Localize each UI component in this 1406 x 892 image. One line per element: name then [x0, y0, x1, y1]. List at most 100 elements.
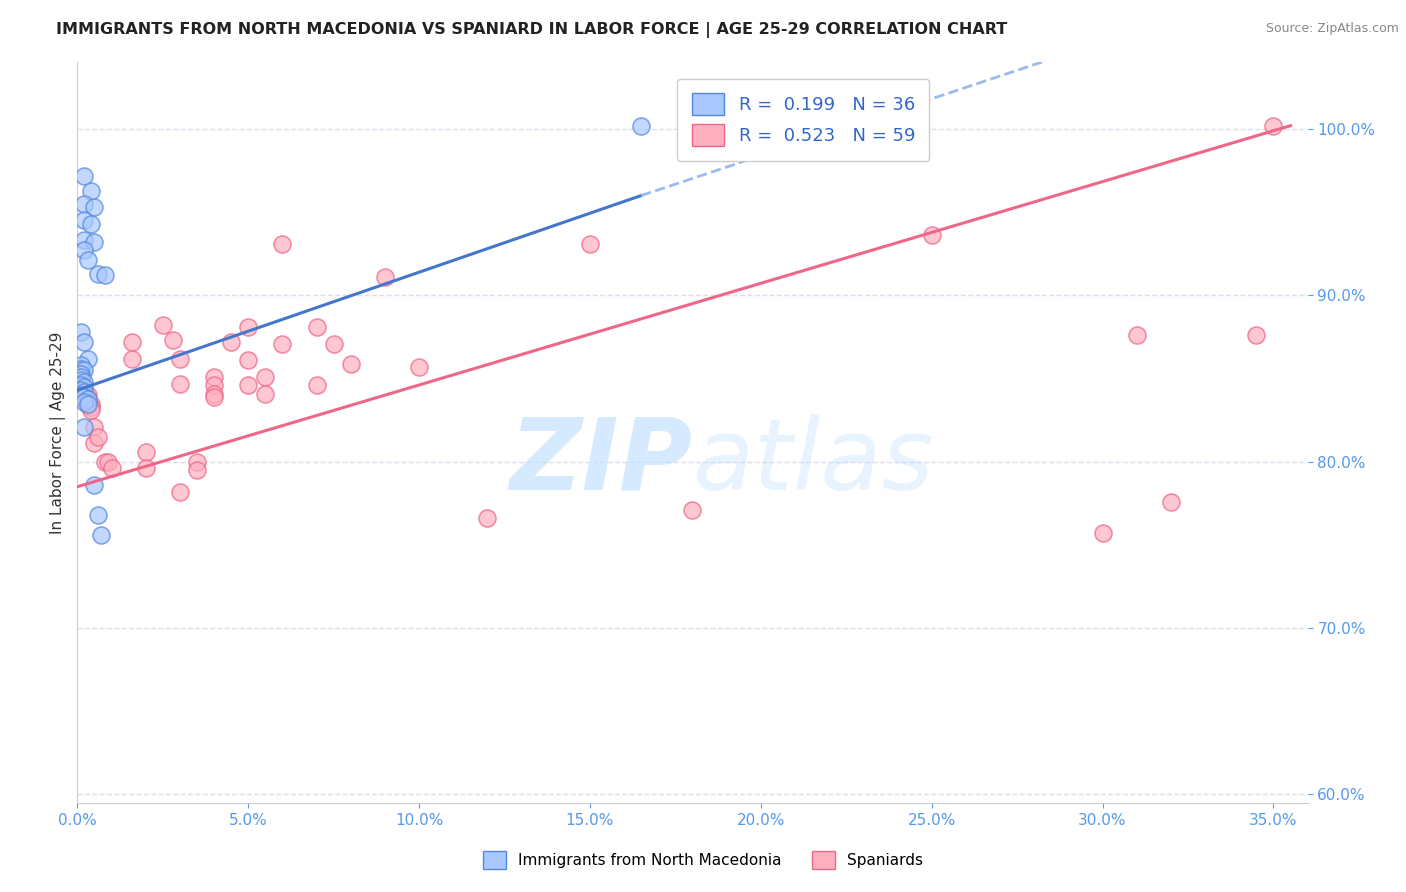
- Point: [186, 463, 208, 477]
- Point: [73, 390, 96, 404]
- Point: [73, 244, 96, 258]
- Point: [169, 376, 191, 391]
- Point: [69, 388, 91, 402]
- Point: [83, 200, 105, 214]
- Point: [73, 169, 96, 183]
- Point: [477, 511, 499, 525]
- Point: [73, 363, 96, 377]
- Point: [73, 213, 96, 227]
- Point: [76, 398, 98, 412]
- Point: [97, 455, 120, 469]
- Point: [238, 320, 260, 334]
- Point: [90, 528, 112, 542]
- Point: [254, 370, 277, 384]
- Point: [69, 378, 91, 392]
- Point: [630, 119, 652, 133]
- Point: [69, 370, 91, 384]
- Point: [73, 394, 96, 409]
- Point: [87, 267, 110, 281]
- Point: [202, 378, 225, 392]
- Point: [69, 325, 91, 339]
- Point: [73, 388, 96, 402]
- Point: [121, 351, 143, 366]
- Point: [73, 380, 96, 394]
- Point: [202, 390, 225, 404]
- Point: [93, 268, 115, 283]
- Point: [374, 270, 396, 285]
- Point: [1125, 328, 1147, 343]
- Point: [80, 184, 103, 198]
- Point: [271, 336, 294, 351]
- Point: [76, 396, 98, 410]
- Point: [76, 351, 98, 366]
- Point: [93, 455, 115, 469]
- Point: [152, 318, 174, 333]
- Text: Source: ZipAtlas.com: Source: ZipAtlas.com: [1265, 22, 1399, 36]
- Point: [202, 386, 225, 401]
- Point: [271, 236, 294, 251]
- Point: [305, 378, 328, 392]
- Point: [80, 400, 103, 414]
- Point: [135, 461, 157, 475]
- Text: atlas: atlas: [693, 414, 934, 511]
- Point: [83, 478, 105, 492]
- Point: [69, 373, 91, 387]
- Point: [238, 353, 260, 368]
- Point: [219, 334, 242, 349]
- Point: [87, 430, 110, 444]
- Point: [169, 351, 191, 366]
- Point: [73, 375, 96, 389]
- Point: [305, 320, 328, 334]
- Point: [80, 396, 103, 410]
- Point: [121, 334, 143, 349]
- Point: [1160, 494, 1182, 508]
- Point: [76, 253, 98, 268]
- Point: [73, 234, 96, 248]
- Point: [83, 419, 105, 434]
- Point: [69, 383, 91, 397]
- Point: [682, 503, 704, 517]
- Point: [186, 455, 208, 469]
- Point: [162, 333, 184, 347]
- Point: [73, 334, 96, 349]
- Point: [254, 386, 277, 401]
- Point: [339, 357, 361, 371]
- Point: [69, 358, 91, 372]
- Point: [73, 384, 96, 399]
- Point: [76, 392, 98, 406]
- Point: [135, 444, 157, 458]
- Point: [579, 236, 602, 251]
- Point: [1263, 119, 1285, 133]
- Point: [80, 217, 103, 231]
- Point: [87, 508, 110, 522]
- Point: [169, 484, 191, 499]
- Point: [1246, 328, 1268, 343]
- Point: [69, 361, 91, 376]
- Point: [76, 394, 98, 409]
- Point: [69, 375, 91, 389]
- Legend: Immigrants from North Macedonia, Spaniards: Immigrants from North Macedonia, Spaniar…: [477, 845, 929, 875]
- Point: [80, 403, 103, 417]
- Y-axis label: In Labor Force | Age 25-29: In Labor Force | Age 25-29: [51, 332, 66, 533]
- Point: [69, 370, 91, 384]
- Point: [100, 461, 122, 475]
- Legend: R =  0.199   N = 36, R =  0.523   N = 59: R = 0.199 N = 36, R = 0.523 N = 59: [678, 78, 929, 161]
- Point: [73, 392, 96, 406]
- Point: [73, 384, 96, 399]
- Point: [69, 383, 91, 397]
- Point: [1091, 526, 1114, 541]
- Text: ZIP: ZIP: [509, 414, 693, 511]
- Point: [238, 378, 260, 392]
- Point: [69, 380, 91, 394]
- Point: [322, 336, 344, 351]
- Point: [83, 235, 105, 249]
- Point: [69, 361, 91, 376]
- Point: [69, 367, 91, 381]
- Point: [73, 419, 96, 434]
- Point: [202, 370, 225, 384]
- Point: [76, 392, 98, 406]
- Point: [921, 228, 943, 243]
- Point: [83, 436, 105, 450]
- Text: IMMIGRANTS FROM NORTH MACEDONIA VS SPANIARD IN LABOR FORCE | AGE 25-29 CORRELATI: IMMIGRANTS FROM NORTH MACEDONIA VS SPANI…: [56, 22, 1008, 38]
- Point: [408, 359, 430, 374]
